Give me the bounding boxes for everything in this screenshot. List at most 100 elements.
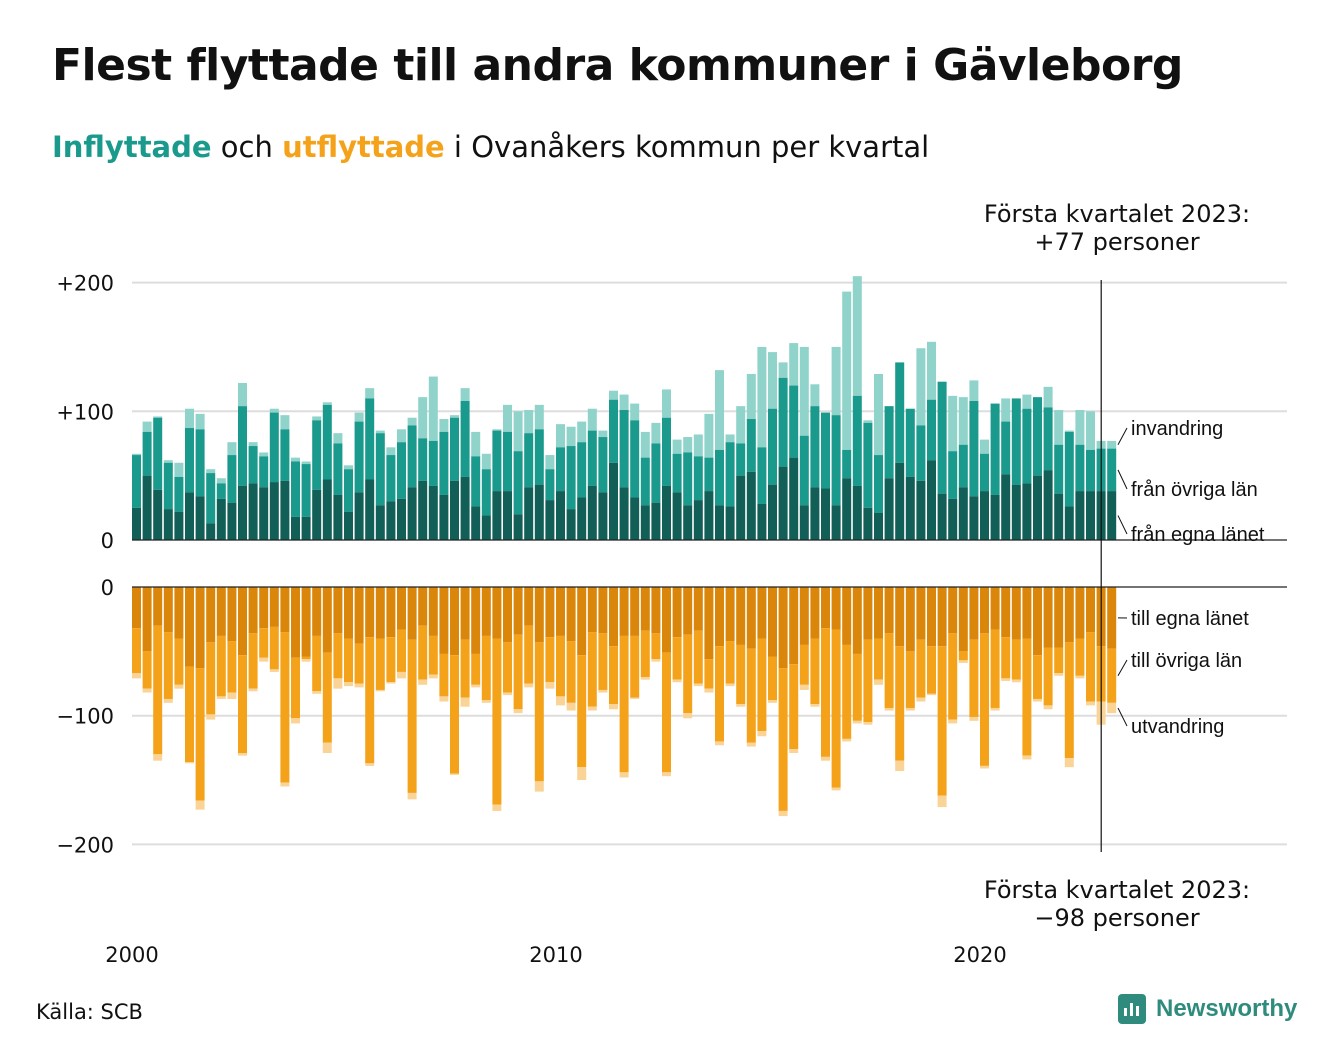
label-out-1: till övriga län — [1131, 650, 1242, 672]
bar-out-egna-lanet — [428, 587, 438, 636]
bar-out-utvandring — [672, 679, 682, 683]
bar-out-egna-lanet — [545, 587, 555, 638]
bar-in-invandring — [916, 348, 926, 426]
bar-out-utvandring — [831, 787, 841, 791]
bar-out-ovriga-lan — [969, 639, 979, 717]
bar-in-egna-lanet — [227, 502, 237, 540]
bar-in-invandring — [831, 346, 841, 416]
label-in-1: från övriga län — [1131, 479, 1258, 501]
subtitle-rest: i Ovanåkers kommun per kvartal — [444, 130, 930, 164]
bar-out-egna-lanet — [736, 587, 746, 645]
bar-in-ovriga-lan — [333, 443, 343, 495]
bar-out-utvandring — [937, 795, 947, 808]
bar-in-ovriga-lan — [821, 412, 830, 489]
bar-in-egna-lanet — [1043, 470, 1053, 540]
bar-out-utvandring — [481, 700, 491, 703]
bar-in-ovriga-lan — [683, 452, 693, 506]
bar-in-invandring — [322, 402, 332, 405]
annotation-out-label: Första kvartalet 2023: — [984, 876, 1250, 904]
bar-out-ovriga-lan — [704, 659, 714, 689]
newsworthy-logo[interactable]: Newsworthy — [1118, 994, 1297, 1024]
bar-out-egna-lanet — [990, 587, 1000, 630]
bar-out-egna-lanet — [905, 587, 915, 652]
bar-out-utvandring — [905, 707, 915, 711]
bar-in-ovriga-lan — [481, 469, 491, 516]
bar-out-utvandring — [397, 671, 406, 679]
bar-in-egna-lanet — [598, 492, 608, 540]
bar-in-egna-lanet — [969, 496, 979, 540]
bar-out-ovriga-lan — [1075, 638, 1085, 676]
bar-in-ovriga-lan — [693, 456, 703, 501]
bar-out-egna-lanet — [185, 587, 194, 667]
bar-in-ovriga-lan — [1075, 444, 1085, 492]
bar-in-ovriga-lan — [662, 417, 671, 486]
bar-in-invandring — [333, 433, 343, 444]
bar-out-ovriga-lan — [534, 642, 544, 782]
bar-in-egna-lanet — [640, 505, 650, 540]
bar-in-ovriga-lan — [736, 443, 746, 476]
bar-in-invandring — [1022, 394, 1032, 409]
bar-in-ovriga-lan — [545, 469, 555, 501]
bar-out-ovriga-lan — [460, 639, 470, 698]
bar-out-egna-lanet — [757, 587, 767, 639]
bar-in-ovriga-lan — [757, 447, 767, 504]
chart-subtitle: Inflyttade och utflyttade i Ovanåkers ko… — [52, 130, 929, 164]
bar-out-egna-lanet — [1086, 587, 1095, 633]
y-tick-out-1: −100 — [56, 705, 114, 729]
bar-in-invandring — [842, 291, 852, 450]
bar-in-ovriga-lan — [746, 419, 756, 472]
bar-out-egna-lanet — [1054, 587, 1064, 648]
bar-in-invandring — [291, 457, 300, 462]
bar-in-invandring — [375, 430, 385, 434]
bar-out-ovriga-lan — [365, 637, 375, 764]
bar-out-ovriga-lan — [471, 653, 481, 685]
bar-in-ovriga-lan — [715, 449, 724, 506]
bar-out-egna-lanet — [142, 587, 152, 652]
bar-out-egna-lanet — [725, 587, 735, 642]
bar-out-egna-lanet — [386, 587, 396, 638]
bar-in-ovriga-lan — [874, 455, 883, 513]
bar-in-ovriga-lan — [778, 377, 788, 467]
bar-out-egna-lanet — [672, 587, 682, 638]
newsworthy-logo-icon — [1118, 994, 1146, 1024]
bar-out-egna-lanet — [534, 587, 544, 643]
subtitle-inflyttade: Inflyttade — [52, 130, 212, 164]
bar-out-ovriga-lan — [958, 651, 968, 661]
bar-out-ovriga-lan — [481, 635, 491, 701]
bar-out-egna-lanet — [481, 587, 491, 636]
bar-in-invandring — [863, 420, 873, 423]
bar-out-utvandring — [513, 709, 523, 714]
bar-in-egna-lanet — [333, 494, 343, 540]
bar-out-utvandring — [704, 688, 714, 693]
bar-in-ovriga-lan — [407, 425, 417, 488]
bar-out-egna-lanet — [174, 587, 184, 639]
bar-out-egna-lanet — [132, 587, 141, 629]
bar-out-egna-lanet — [980, 587, 989, 634]
bar-in-ovriga-lan — [418, 438, 428, 481]
bar-in-ovriga-lan — [937, 381, 947, 494]
bar-out-ovriga-lan — [789, 664, 799, 750]
bar-in-invandring — [556, 424, 565, 448]
bar-in-invandring — [1043, 386, 1053, 408]
bar-out-utvandring — [132, 673, 141, 679]
bar-out-utvandring — [503, 692, 512, 696]
bar-in-egna-lanet — [789, 457, 799, 540]
bar-out-egna-lanet — [842, 587, 852, 645]
bar-out-ovriga-lan — [418, 625, 428, 680]
bar-out-utvandring — [545, 682, 555, 689]
bar-in-ovriga-lan — [471, 456, 481, 507]
bar-out-utvandring — [407, 792, 417, 800]
bar-in-ovriga-lan — [704, 457, 714, 492]
bar-out-ovriga-lan — [799, 644, 809, 685]
bar-out-egna-lanet — [937, 587, 947, 647]
bar-out-ovriga-lan — [948, 633, 958, 720]
bar-out-ovriga-lan — [259, 628, 269, 658]
bar-out-utvandring — [736, 704, 746, 707]
bar-in-ovriga-lan — [248, 446, 258, 484]
bar-out-egna-lanet — [1064, 587, 1074, 643]
y-tick-in-0: +200 — [56, 272, 114, 296]
bar-in-egna-lanet — [248, 483, 258, 540]
bar-out-ovriga-lan — [1107, 648, 1117, 703]
bar-out-ovriga-lan — [980, 633, 989, 766]
bar-in-invandring — [344, 465, 353, 470]
